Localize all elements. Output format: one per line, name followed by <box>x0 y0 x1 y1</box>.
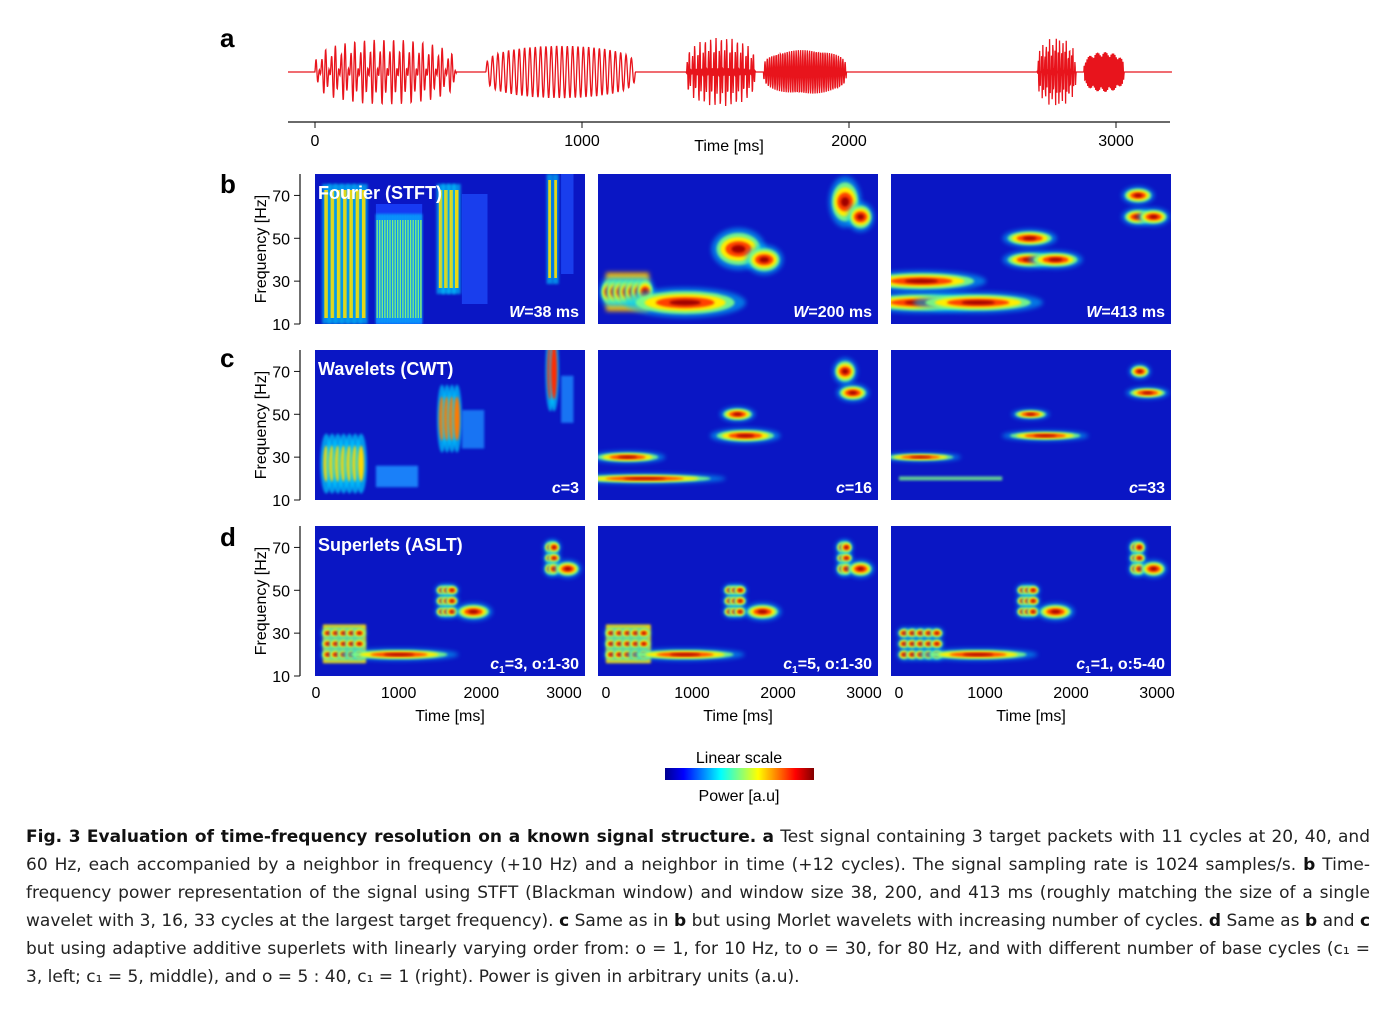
frequency-tick-label: 30 <box>272 274 290 291</box>
heatmap-panel-r2-c1: Wavelets (CWT) c=3 <box>315 350 585 500</box>
frequency-axis-label: Frequency [Hz] <box>253 195 270 303</box>
frequency-tick-label: 10 <box>272 317 290 334</box>
caption-fig-title: Evaluation of time-frequency resolution … <box>86 827 757 847</box>
signal-tick-label-2000: 2000 <box>831 133 867 150</box>
caption-label-a: a <box>762 827 774 847</box>
heatmap-param-label: c1=1, o:5-40 <box>1076 656 1165 676</box>
heatmap-panel-r3-c3: c1=1, o:5-40 <box>891 526 1171 676</box>
heatmap-param-label: c1=3, o:1-30 <box>490 656 579 676</box>
time-tick-label: 3000 <box>1139 685 1175 702</box>
time-tick-label: 0 <box>602 685 611 702</box>
time-tick-label: 2000 <box>464 685 500 702</box>
caption-text-c2: but using Morlet wavelets with increasin… <box>691 911 1204 931</box>
time-tick-label: 0 <box>895 685 904 702</box>
frequency-tick-label: 70 <box>272 364 290 381</box>
heatmap-row-title: Fourier (STFT) <box>318 183 442 203</box>
time-axis-col-1: 0 1000 2000 3000 Time [ms] <box>312 685 582 725</box>
heatmap-background <box>891 350 1171 500</box>
frequency-axis-label: Frequency [Hz] <box>253 547 270 655</box>
time-tick-label: 0 <box>312 685 321 702</box>
frequency-tick-label: 30 <box>272 450 290 467</box>
heatmap-panel-r1-c2: W=200 ms <box>598 174 878 324</box>
colorbar-label: Power [a.u] <box>699 788 780 805</box>
time-tick-label: 1000 <box>674 685 710 702</box>
time-axis-label: Time [ms] <box>996 708 1066 725</box>
heatmap-param-label: c=3 <box>552 480 579 497</box>
colorbar-title: Linear scale <box>696 750 782 767</box>
caption-text-d-and: and <box>1322 911 1355 931</box>
caption-text-d1: Same as <box>1226 911 1300 931</box>
heatmap-panel-r3-c1: Superlets (ASLT) c1=3, o:1-30 <box>315 526 585 676</box>
signal-axis-label: Time [ms] <box>694 138 764 155</box>
signal-tick-label-3000: 3000 <box>1098 133 1134 150</box>
signal-trace <box>288 37 1172 107</box>
signal-tick-label-0: 0 <box>311 133 320 150</box>
caption-label-c: c <box>559 911 570 931</box>
frequency-tick-label: 70 <box>272 188 290 205</box>
heatmap-param-label: c=33 <box>1129 480 1165 497</box>
caption-ref-c: b <box>674 911 687 931</box>
heatmap-param-label: c=16 <box>836 480 872 497</box>
frequency-tick-label: 10 <box>272 493 290 510</box>
frequency-tick-label: 30 <box>272 626 290 643</box>
time-axis-label: Time [ms] <box>703 708 773 725</box>
heatmap-param-label: W=200 ms <box>793 304 872 321</box>
time-tick-label: 2000 <box>760 685 796 702</box>
heatmap-param-label: c1=5, o:1-30 <box>783 656 872 676</box>
caption-text-b: Time-frequency power representation of t… <box>26 855 1371 931</box>
signal-tick-label-1000: 1000 <box>564 133 600 150</box>
heatmap-panel-r1-c3: W=413 ms <box>891 174 1171 324</box>
figure-3: a b c d 0 1000 2000 3000 Time [ms] Fouri… <box>220 23 1175 805</box>
heatmap-row-title: Wavelets (CWT) <box>318 359 453 379</box>
time-axis-col-3: 0 1000 2000 3000 Time [ms] <box>895 685 1175 725</box>
frequency-tick-label: 50 <box>272 583 290 600</box>
time-tick-label: 1000 <box>967 685 1003 702</box>
colorbar: Linear scale Power [a.u] <box>665 750 814 805</box>
heatmap-panel-r2-c2: c=16 <box>598 350 878 500</box>
time-tick-label: 3000 <box>846 685 882 702</box>
caption-fig-label: Fig. 3 <box>26 827 81 847</box>
heatmap-panel-r1-c1: Fourier (STFT) W=38 ms <box>315 174 585 324</box>
heatmap-param-label: W=413 ms <box>1086 304 1165 321</box>
panel-letter-b: b <box>220 169 236 199</box>
frequency-axis-label: Frequency [Hz] <box>253 371 270 479</box>
caption-label-b: b <box>1303 855 1316 875</box>
time-tick-label: 1000 <box>381 685 417 702</box>
caption-text-a: Test signal containing 3 target packets … <box>26 827 1370 875</box>
caption-ref-d1: b <box>1304 911 1318 931</box>
caption-label-d: d <box>1208 911 1222 931</box>
colorbar-gradient <box>665 768 814 780</box>
caption-text-c1: Same as in <box>574 911 669 931</box>
time-axis-label: Time [ms] <box>415 708 485 725</box>
panel-letter-d: d <box>220 522 236 552</box>
heatmap-row-title: Superlets (ASLT) <box>318 535 463 555</box>
signal-panel: 0 1000 2000 3000 Time [ms] <box>288 37 1172 155</box>
panel-letter-a: a <box>220 23 235 53</box>
panel-letter-c: c <box>220 343 234 373</box>
caption-text-d2: but using adaptive additive superlets wi… <box>26 939 1370 987</box>
caption-ref-d2: c <box>1360 911 1371 931</box>
frequency-tick-label: 70 <box>272 540 290 557</box>
heatmap-panel-r2-c3: c=33 <box>891 350 1171 500</box>
time-axis-col-2: 0 1000 2000 3000 Time [ms] <box>602 685 882 725</box>
time-axes: 0 1000 2000 3000 Time [ms] 0 1000 2000 3000 Time … <box>312 685 1175 725</box>
frequency-tick-label: 50 <box>272 231 290 248</box>
time-tick-label: 3000 <box>546 685 582 702</box>
heatmap-param-label: W=38 ms <box>509 304 579 321</box>
time-tick-label: 2000 <box>1053 685 1089 702</box>
figure-caption: Fig. 3 Evaluation of time-frequency reso… <box>26 823 1370 991</box>
heatmap-grid: Fourier (STFT) W=38 ms W=200 ms W=413 ms Wav… <box>315 174 1171 676</box>
heatmap-panel-r3-c2: c1=5, o:1-30 <box>598 526 878 676</box>
frequency-tick-label: 50 <box>272 407 290 424</box>
frequency-tick-label: 10 <box>272 669 290 686</box>
